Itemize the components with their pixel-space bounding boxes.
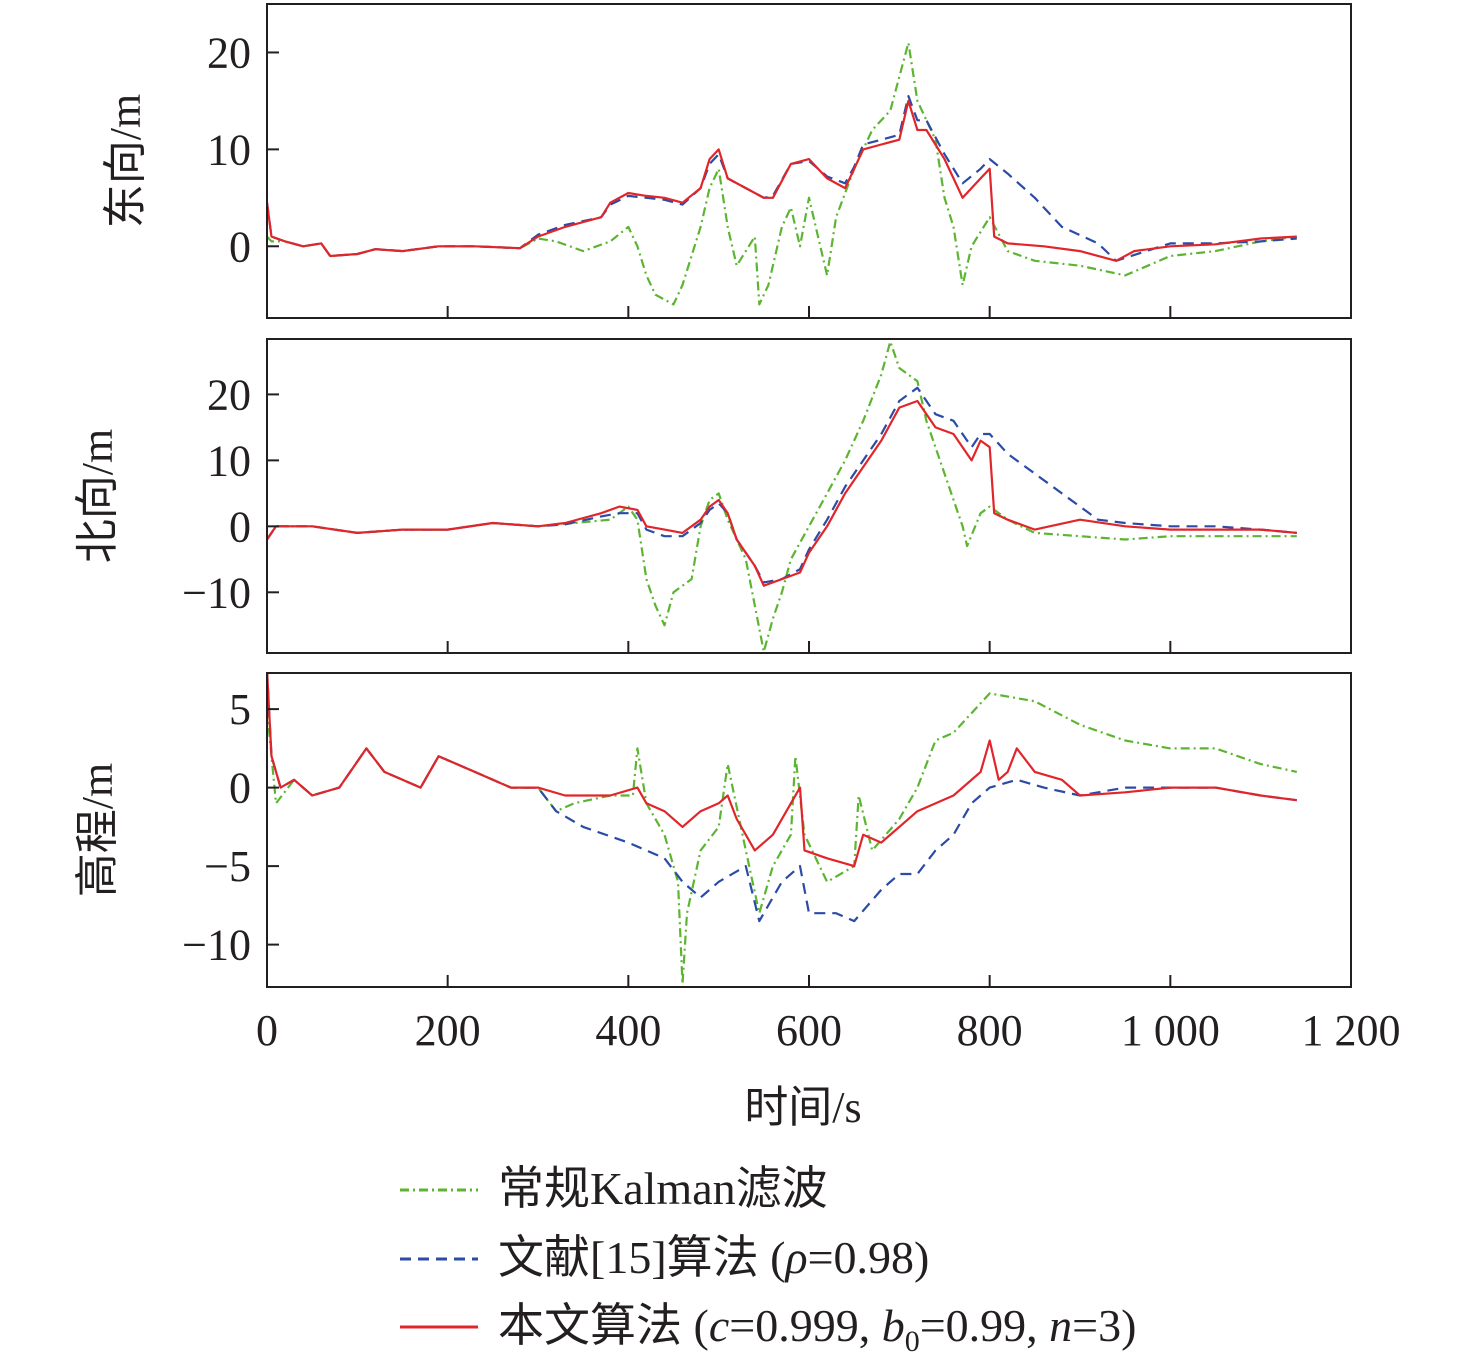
- legend-text: =0.999,: [729, 1300, 881, 1351]
- series-line-ours: [267, 399, 1297, 587]
- y-axis-label: 高程/m: [73, 763, 122, 897]
- series-line-ref15: [267, 94, 1297, 262]
- y-axis-label: 北向/m: [73, 429, 122, 563]
- y-tick-label: 0: [229, 502, 251, 551]
- plot-frame: [266, 338, 1352, 654]
- legend-subscript: 0: [905, 1325, 920, 1358]
- plot-frame: [266, 672, 1352, 988]
- y-tick-label: −10: [182, 568, 251, 617]
- series-line-kalman: [267, 41, 1297, 306]
- y-tick-label: −5: [204, 842, 251, 891]
- series-line-ours: [267, 673, 1297, 868]
- series-line-kalman: [267, 692, 1298, 986]
- series-line-kalman: [267, 340, 1297, 653]
- y-tick-label: 5: [229, 685, 251, 734]
- legend-text: =3): [1072, 1300, 1136, 1351]
- y-tick-label: 0: [229, 222, 251, 271]
- legend-label-kalman: 常规Kalman滤波: [498, 1163, 828, 1214]
- legend-text: =0.98): [808, 1232, 930, 1283]
- panel-1: 0 10 20 东向/m: [101, 3, 1352, 319]
- y-axis-label: 东向/m: [101, 94, 150, 228]
- legend-label-ref15: 文献[15]算法 (ρ=0.98): [498, 1232, 929, 1283]
- y-tick-label: 0: [229, 764, 251, 813]
- legend-symbol: c: [709, 1300, 729, 1351]
- plot-frame: [266, 3, 1352, 319]
- panel-2: −10 0 10 20 北向/m: [73, 338, 1352, 654]
- legend-label-ours: 本文算法 (c=0.999, b0=0.99, n=3): [498, 1300, 1136, 1358]
- legend-text: 常规Kalman滤波: [498, 1163, 828, 1214]
- legend-symbol: n: [1049, 1300, 1072, 1351]
- panel-3: −10 −5 0 5 高程/m: [73, 672, 1352, 988]
- x-tick-label: 200: [415, 1006, 481, 1055]
- x-tick-label: 400: [595, 1006, 661, 1055]
- y-tick-label: 10: [207, 436, 251, 485]
- legend-symbol: b: [882, 1300, 905, 1351]
- series-line-ours: [267, 99, 1297, 262]
- legend-text: 文献[15]算法 (: [498, 1232, 785, 1283]
- x-tick-label: 600: [776, 1006, 842, 1055]
- x-tick-label: 1 000: [1121, 1006, 1220, 1055]
- series-line-ref15: [267, 673, 1297, 923]
- y-tick-label: 20: [207, 370, 251, 419]
- legend-symbol: ρ: [783, 1232, 807, 1283]
- x-tick-label: 800: [957, 1006, 1023, 1055]
- x-axis-label: 时间/s: [744, 1083, 861, 1132]
- legend-text: =0.99,: [920, 1300, 1049, 1351]
- y-tick-label: 10: [207, 125, 251, 174]
- legend-text: 本文算法 (: [498, 1300, 709, 1351]
- x-tick-label: 0: [256, 1006, 278, 1055]
- x-tick-label: 1 200: [1302, 1006, 1401, 1055]
- series-line-ref15: [267, 386, 1297, 584]
- y-tick-label: −10: [182, 921, 251, 970]
- y-tick-label: 20: [207, 28, 251, 77]
